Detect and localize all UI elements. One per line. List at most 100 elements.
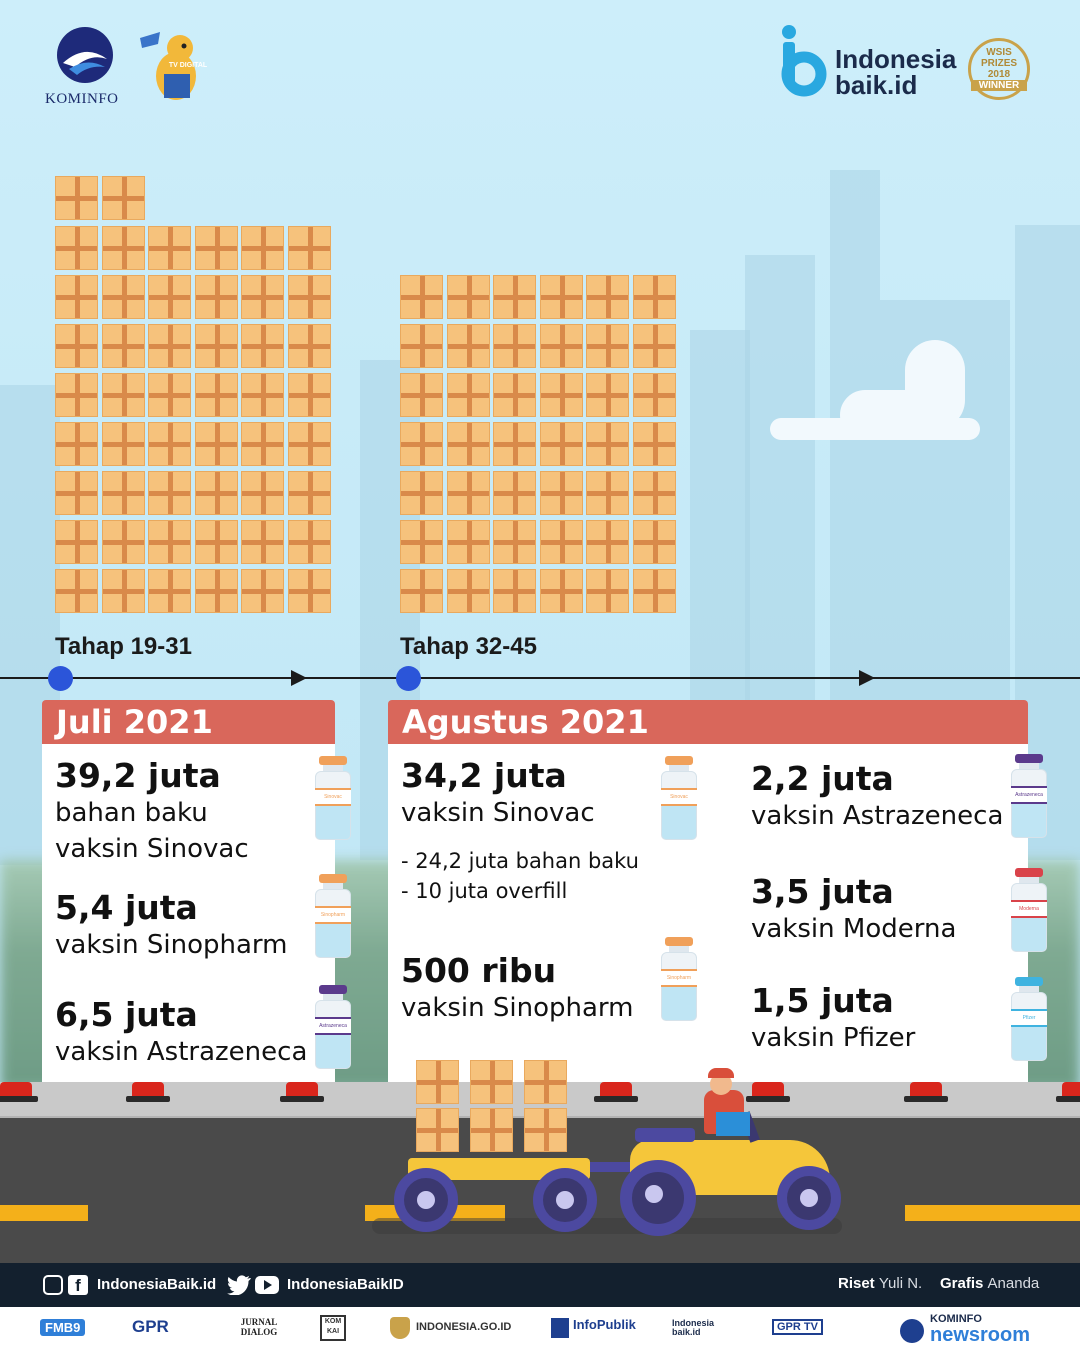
cardboard-box-icon — [194, 471, 238, 515]
panel-agustus: Agustus 2021 — [388, 700, 1028, 1082]
traffic-cone-icon — [132, 1082, 164, 1098]
award-line3: 2018 — [987, 69, 1011, 80]
driver-cap — [708, 1068, 734, 1078]
amount: 3,5 juta — [751, 872, 894, 911]
social-handle-2[interactable]: IndonesiaBaikID — [287, 1276, 404, 1293]
cardboard-box-icon — [493, 422, 536, 466]
cardboard-box-icon — [194, 520, 238, 564]
award-line4: WINNER — [971, 80, 1027, 91]
agustus-item-pfizer: 1,5 juta vaksin Pfizer — [751, 982, 915, 1056]
panel-juli: Juli 2021 — [42, 700, 335, 1082]
amount: 6,5 juta — [55, 995, 198, 1034]
cardboard-box-icon — [287, 471, 331, 515]
indonesiabaik-small-logo: Indonesia baik.id — [672, 1318, 715, 1337]
amount: 39,2 juta — [55, 756, 221, 795]
instagram-icon[interactable] — [43, 1275, 63, 1295]
description: vaksin Pfizer — [751, 1023, 916, 1053]
social-handle-1[interactable]: IndonesiaBaik.id — [97, 1276, 217, 1293]
box-stack-juli-top — [55, 176, 149, 223]
tv-digital-label: TV DIGITAL — [168, 62, 208, 69]
traffic-cone-base — [126, 1096, 170, 1102]
vial-sinopharm-icon: Sinopharm — [661, 937, 697, 1021]
twitter-icon[interactable] — [227, 1275, 251, 1295]
facebook-icon[interactable]: f — [68, 1275, 88, 1295]
cardboard-box-icon — [400, 569, 443, 613]
cardboard-box-icon — [493, 324, 536, 368]
cardboard-box-icon — [101, 275, 145, 319]
cardboard-box-icon — [148, 324, 191, 368]
panel-juli-body — [42, 744, 335, 1082]
grafis-name: Ananda — [987, 1275, 1040, 1292]
wheel-icon — [620, 1160, 696, 1236]
box-stack-juli — [55, 226, 334, 618]
cardboard-box-icon — [101, 471, 145, 515]
partner-logos-bar: FMB9 GPR JURNAL DIALOG KOM KAI INDONESIA… — [0, 1307, 1080, 1350]
award-line1: WSIS — [986, 47, 1012, 58]
cardboard-box-icon — [241, 569, 284, 613]
box-stack-agustus — [400, 275, 679, 618]
cardboard-box-icon — [524, 1108, 567, 1152]
juli-item-sinopharm: 5,4 juta vaksin Sinopharm — [55, 889, 287, 963]
cardboard-box-icon — [446, 275, 490, 319]
cardboard-box-icon — [524, 1060, 567, 1104]
fmb9-logo: FMB9 — [40, 1319, 86, 1336]
riset-label: Riset — [838, 1275, 875, 1292]
cardboard-box-icon — [632, 275, 676, 319]
juli-item-astrazeneca: 6,5 juta vaksin Astrazeneca — [55, 996, 307, 1070]
cardboard-box-icon — [470, 1108, 513, 1152]
timeline-arrow-icon — [859, 670, 875, 686]
cardboard-box-icon — [632, 324, 676, 368]
driver-head — [710, 1073, 732, 1095]
cardboard-box-icon — [539, 569, 583, 613]
cardboard-box-icon — [586, 422, 629, 466]
cardboard-box-icon — [493, 520, 536, 564]
traffic-cone-icon — [0, 1082, 32, 1098]
cloud — [905, 340, 965, 430]
cardboard-box-icon — [287, 324, 331, 368]
agustus-sinovac-breakdown: - 24,2 juta bahan baku - 10 juta overfil… — [401, 846, 639, 906]
vial-label: Astrazeneca — [1011, 786, 1047, 804]
cardboard-box-icon — [194, 569, 238, 613]
gpr-logo: GPR — [132, 1317, 169, 1336]
cardboard-box-icon — [148, 275, 191, 319]
cardboard-box-icon — [416, 1060, 459, 1104]
kominfo-emblem-icon — [57, 27, 113, 83]
indonesiabaik-icon — [780, 24, 830, 98]
cardboard-box-icon — [287, 226, 331, 270]
cardboard-box-icon — [586, 471, 629, 515]
cardboard-box-icon — [148, 471, 191, 515]
vehicle-shadow — [372, 1218, 842, 1234]
cardboard-box-icon — [446, 471, 490, 515]
cardboard-box-icon — [539, 471, 583, 515]
traffic-cone-base — [746, 1096, 790, 1102]
description: vaksin Sinopharm — [55, 930, 288, 960]
description: vaksin Sinovac — [401, 798, 595, 828]
description: bahan baku — [55, 798, 208, 828]
timeline-line — [0, 677, 1080, 679]
traffic-cone-icon — [286, 1082, 318, 1098]
cardboard-box-icon — [241, 471, 284, 515]
cardboard-box-icon — [632, 373, 676, 417]
vial-astrazeneca-icon: Astrazeneca — [1011, 754, 1047, 838]
agustus-item-astrazeneca: 2,2 juta vaksin Astrazeneca — [751, 760, 1003, 834]
description: vaksin Astrazeneca — [55, 1037, 308, 1067]
cardboard-box-icon — [55, 324, 98, 368]
traffic-cones — [0, 1082, 1080, 1102]
cardboard-box-icon — [194, 275, 238, 319]
cardboard-box-icon — [194, 422, 238, 466]
cardboard-box-icon — [416, 1108, 459, 1152]
vial-pfizer-icon: Pfizer — [1011, 977, 1047, 1061]
youtube-icon[interactable] — [255, 1276, 279, 1294]
breakdown-item: - 10 juta overfill — [401, 879, 568, 903]
description: vaksin Astrazeneca — [751, 801, 1004, 831]
cardboard-box-icon — [470, 1060, 513, 1104]
stage-label-32-45: Tahap 32-45 — [400, 633, 537, 660]
breakdown-item: - 24,2 juta bahan baku — [401, 849, 639, 873]
description: vaksin Sinopharm — [401, 993, 634, 1023]
vial-label: Astrazeneca — [315, 1017, 351, 1035]
description: vaksin Sinovac — [55, 834, 249, 864]
grafis-label: Grafis — [940, 1275, 984, 1292]
kominfo-newsroom-label: KOMINFO — [930, 1313, 982, 1325]
vial-sinovac-icon: Sinovac — [315, 756, 351, 840]
cardboard-box-icon — [101, 324, 145, 368]
